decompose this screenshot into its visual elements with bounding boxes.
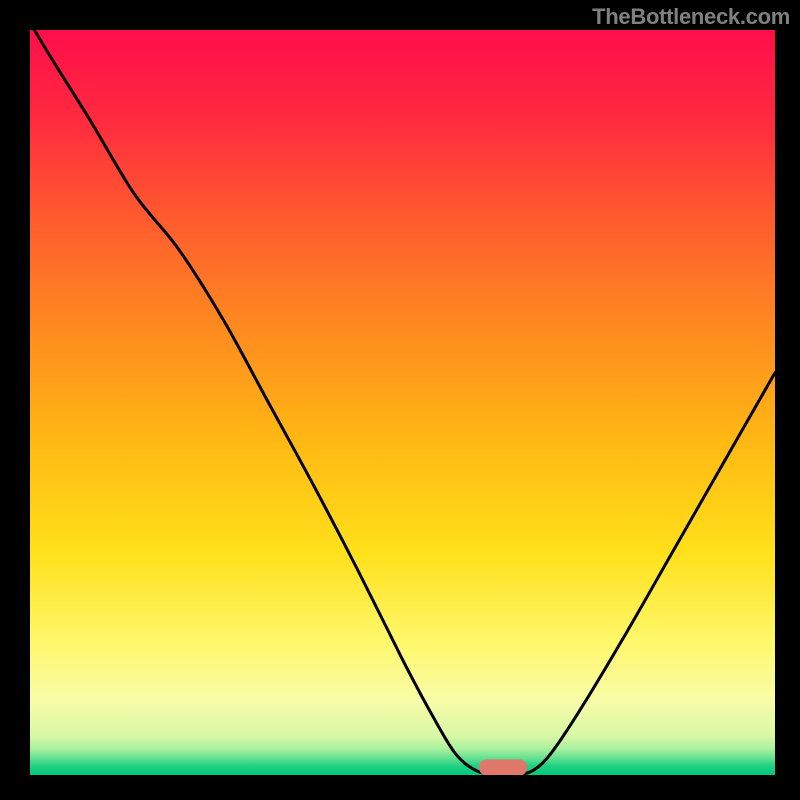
optimal-marker [479, 759, 527, 775]
chart-container: TheBottleneck.com [0, 0, 800, 800]
chart-svg [30, 30, 775, 775]
plot-area [30, 30, 775, 775]
watermark-text: TheBottleneck.com [592, 4, 790, 30]
gradient-background [30, 30, 775, 775]
